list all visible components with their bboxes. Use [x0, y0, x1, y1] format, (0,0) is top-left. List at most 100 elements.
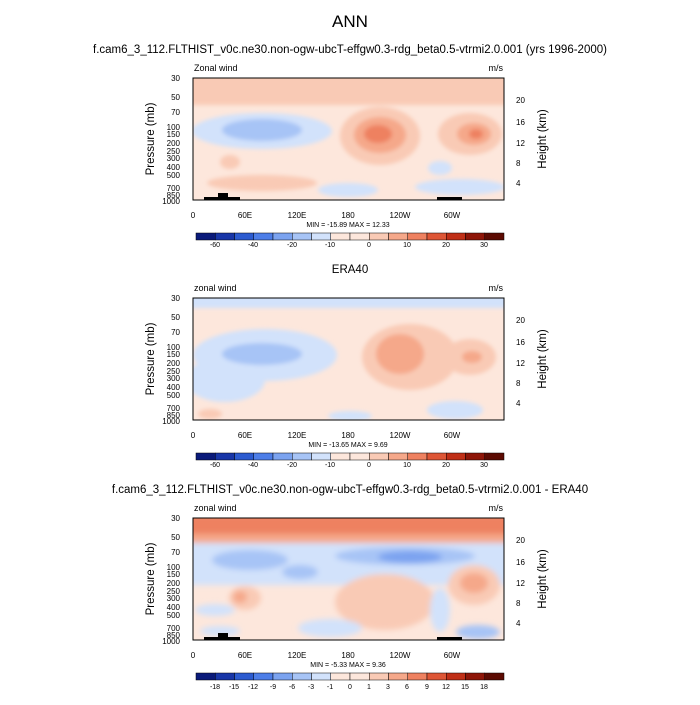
x-ticks: 0 60E 120E 180 120W 60W: [191, 651, 461, 660]
colorbar-label: 15: [461, 684, 469, 691]
units-label: m/s: [489, 63, 504, 73]
y2-ticks: 20 16 12 8 4: [516, 536, 525, 628]
y-tick-label: 1000: [162, 637, 180, 646]
x-tick-label: 0: [191, 651, 196, 660]
x-tick-label: 120W: [390, 211, 411, 220]
x-ticks: 0 60E 120E 180 120W 60W: [191, 211, 461, 220]
y-axis-title: Pressure (mb): [145, 102, 157, 175]
plot-frame: [192, 297, 505, 421]
y-tick-label: 200: [167, 139, 181, 148]
y-tick-label: 300: [167, 154, 181, 163]
colorbar-label: -18: [210, 684, 220, 691]
x-tick-label: 60W: [444, 211, 461, 220]
y2-axis-title: Height (km): [537, 109, 549, 169]
contour-field: [193, 518, 504, 640]
colorbar-label: -9: [270, 684, 276, 691]
colorbar-label: 0: [367, 242, 371, 249]
panel-3: f.cam6_3_112.FLTHIST_v0c.ne30.non-ogw-ub…: [112, 484, 588, 691]
colorbar-cell: [446, 452, 466, 461]
y-tick-label: 200: [167, 359, 181, 368]
colorbar-cell: [215, 232, 235, 241]
colorbar-cell: [349, 452, 370, 461]
y-ticks: 30 50 70 100 150 200 250 300 400 500 700…: [162, 514, 180, 646]
y-tick-label: 700: [167, 184, 181, 193]
y2-tick-label: 16: [516, 558, 525, 567]
contour-field: [193, 298, 504, 420]
left-label: Zonal wind: [194, 63, 238, 73]
y-tick-label: 70: [171, 108, 180, 117]
colorbar-cell: [195, 672, 216, 681]
colorbar-cell: [484, 232, 505, 241]
colorbar-cell: [330, 452, 351, 461]
colorbar-label: -20: [287, 242, 297, 249]
x-tick-label: 120E: [288, 431, 307, 440]
min-max-label: MIN = -13.65 MAX = 9.69: [308, 442, 387, 449]
colorbar-cell: [272, 232, 293, 241]
colorbar-label: 1: [367, 684, 371, 691]
y-tick-label: 150: [167, 570, 181, 579]
y-tick-label: 250: [167, 367, 181, 376]
y-tick-label: 50: [171, 533, 180, 542]
colorbar-label: -12: [248, 684, 258, 691]
units-label: m/s: [489, 283, 504, 293]
panel-2: ERA40 zonal wind m/s 0 60E 120E: [145, 264, 549, 469]
y-tick-label: 50: [171, 313, 180, 322]
colorbar-label: 9: [425, 684, 429, 691]
colorbar-label: 0: [367, 462, 371, 469]
y-tick-label: 70: [171, 328, 180, 337]
y-tick-label: 400: [167, 383, 181, 392]
colorbar-label: 10: [403, 242, 411, 249]
colorbar: -60 -40 -20 -10 0 10 20 30: [195, 232, 505, 249]
y-tick-label: 300: [167, 374, 181, 383]
colorbar-label: 3: [386, 684, 390, 691]
colorbar-cell: [465, 232, 485, 241]
left-label: zonal wind: [194, 283, 237, 293]
colorbar-cell: [292, 232, 312, 241]
colorbar-cell: [215, 452, 235, 461]
plot-frame: [192, 77, 505, 201]
x-tick-label: 60E: [238, 651, 252, 660]
colorbar-cell: [330, 672, 351, 681]
colorbar-cell: [388, 232, 408, 241]
colorbar-label: -20: [287, 462, 297, 469]
y-tick-label: 850: [167, 191, 181, 200]
colorbar-cell: [426, 232, 447, 241]
x-tick-label: 60W: [444, 651, 461, 660]
y-tick-label: 850: [167, 631, 181, 640]
y-tick-label: 400: [167, 163, 181, 172]
y-tick-label: 1000: [162, 417, 180, 426]
y-tick-label: 70: [171, 548, 180, 557]
y-tick-label: 30: [171, 74, 180, 83]
x-tick-label: 0: [191, 431, 196, 440]
y-tick-label: 150: [167, 130, 181, 139]
y-ticks: 30 50 70 100 150 200 250 300 400 500 700…: [162, 74, 180, 206]
y2-ticks: 20 16 12 8 4: [516, 96, 525, 188]
y2-tick-label: 12: [516, 359, 525, 368]
y2-tick-label: 12: [516, 579, 525, 588]
colorbar-cell: [465, 452, 485, 461]
colorbar-cell: [349, 232, 370, 241]
y-tick-label: 150: [167, 350, 181, 359]
y-tick-label: 100: [167, 343, 181, 352]
colorbar-cell: [253, 672, 274, 681]
colorbar-label: 20: [442, 462, 450, 469]
panel-title: f.cam6_3_112.FLTHIST_v0c.ne30.non-ogw-ub…: [93, 44, 607, 56]
colorbar-label: -60: [210, 242, 220, 249]
y-tick-label: 700: [167, 624, 181, 633]
y2-tick-label: 20: [516, 96, 525, 105]
colorbar-cell: [407, 452, 428, 461]
colorbar-label: -40: [248, 462, 258, 469]
y2-axis-title: Height (km): [537, 329, 549, 389]
colorbar-label: -3: [308, 684, 314, 691]
y-tick-label: 400: [167, 603, 181, 612]
min-max-label: MIN = -15.89 MAX = 12.33: [306, 222, 389, 229]
colorbar-cell: [272, 672, 293, 681]
panel-title: ERA40: [332, 264, 368, 276]
main-title: ANN: [332, 12, 368, 31]
colorbar-cell: [292, 672, 312, 681]
y-tick-label: 500: [167, 171, 181, 180]
x-tick-label: 120W: [390, 431, 411, 440]
x-tick-label: 60E: [238, 211, 252, 220]
colorbar-label: 30: [480, 462, 488, 469]
